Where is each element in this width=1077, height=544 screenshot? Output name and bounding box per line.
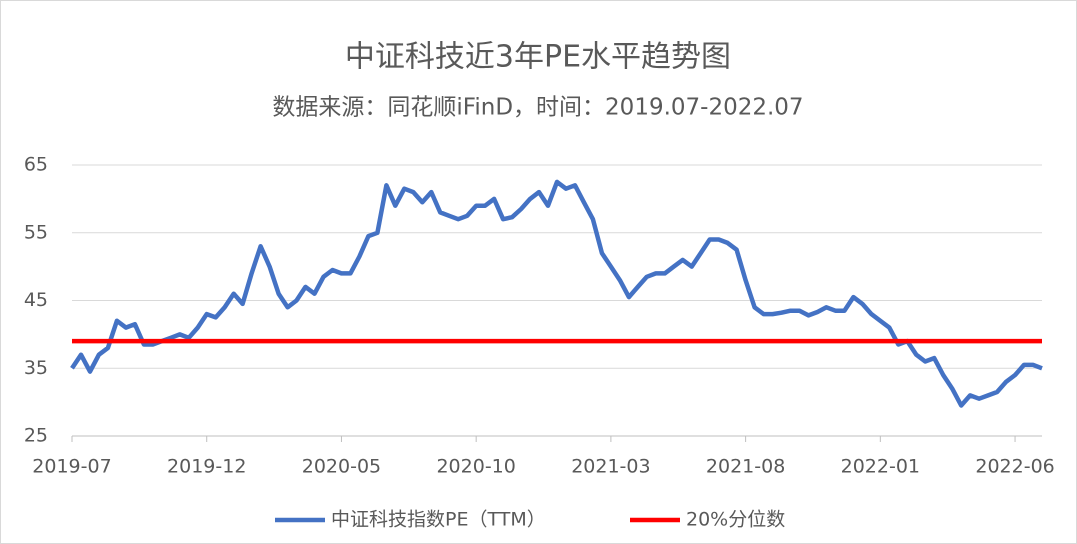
y-tick-label: 55 — [24, 221, 48, 243]
chart-subtitle: 数据来源：同花顺iFinD，时间：2019.07-2022.07 — [272, 95, 803, 121]
legend-label: 20%分位数 — [686, 509, 785, 531]
chart-title: 中证科技近3年PE水平趋势图 — [345, 40, 731, 75]
y-tick-label: 65 — [24, 154, 48, 176]
x-tick-label: 2019-07 — [32, 456, 111, 478]
x-tick-label: 2020-10 — [436, 456, 515, 478]
legend-label: 中证科技指数PE（TTM） — [331, 509, 546, 531]
y-tick-label: 25 — [24, 425, 48, 447]
x-tick-label: 2019-12 — [167, 456, 246, 478]
x-tick-label: 2022-01 — [841, 456, 920, 478]
x-tick-label: 2021-08 — [706, 456, 785, 478]
y-tick-label: 35 — [24, 357, 48, 379]
x-tick-label: 2022-06 — [975, 456, 1054, 478]
y-tick-label: 45 — [24, 289, 48, 311]
x-tick-label: 2020-05 — [302, 456, 381, 478]
x-tick-label: 2021-03 — [571, 456, 650, 478]
series-line — [70, 179, 1043, 408]
